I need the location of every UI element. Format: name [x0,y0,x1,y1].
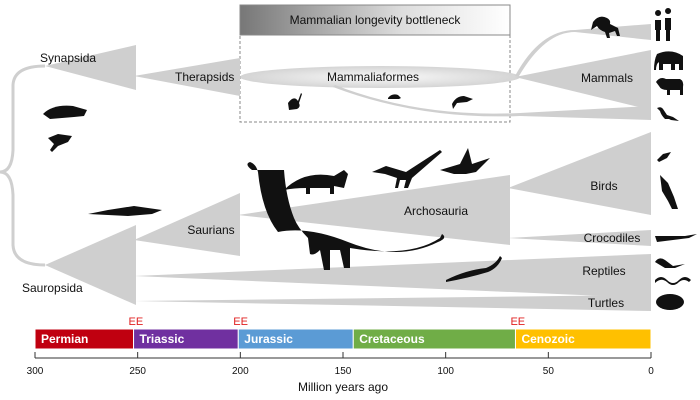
primates-branch [515,24,651,76]
axis-tick-label: 50 [543,366,555,377]
crocodiles-branch [508,230,651,246]
geologic-timeline: Permian Triassic Jurassic Cretaceous Cenozoi… [34,316,652,350]
bottleneck-header [239,4,511,36]
sauropsida-branch [45,225,136,305]
sauropod-silhouette [247,162,445,270]
turtles-branch [134,295,651,311]
extinction-event-marker: EE [129,316,144,328]
reptiles-branch [134,254,651,298]
kangaroo-silhouette [657,107,679,121]
mammaliaform-3-silhouette [452,96,473,109]
theropod-silhouette [372,150,442,188]
lizard-silhouette [655,258,685,268]
label-reptiles: Reptiles [582,264,625,278]
mammaliaform-1-silhouette [288,93,302,110]
primate-silhouette [591,16,620,38]
mammaliaform-2-silhouette [388,94,401,99]
synapsid-1-silhouette [43,105,87,119]
axis-tick-label: 0 [648,366,654,377]
mammaliaformes-branch [240,66,520,88]
axis-tick-label: 150 [335,366,352,377]
axis-tick-label: 250 [129,366,146,377]
elephant-silhouette [654,51,683,70]
label-mammals: Mammals [581,71,633,85]
time-axis: 300 250 200 150 100 50 0 [27,352,654,377]
era-label: Cretaceous [359,332,425,346]
basal-sauropsid-silhouette [88,206,162,216]
root-branches [0,64,46,267]
label-crocodiles: Crocodiles [584,231,641,245]
archosauria-branch [238,175,510,245]
synapsida-branch [45,45,136,90]
mammals-branch [515,50,651,110]
birds-branch [508,132,651,215]
marsupials-branch [333,85,651,120]
era-label: Cenozoic [521,332,575,346]
axis-tick-label: 200 [232,366,249,377]
pterosaur-silhouette [440,148,490,174]
triceratops-silhouette [284,170,348,194]
label-turtles: Turtles [588,296,624,310]
crocodile-silhouette [655,234,697,242]
era-label: Permian [41,332,88,346]
label-birds: Birds [590,179,617,193]
mosasaur-silhouette [446,256,502,282]
era-label: Triassic [140,332,185,346]
axis-title: Million years ago [298,380,388,394]
label-mammaliaformes: Mammaliaformes [327,70,419,84]
extinction-event-marker: EE [233,316,248,328]
label-therapsids: Therapsids [175,70,234,84]
synapsid-2-silhouette [48,134,72,152]
label-archosauria: Archosauria [404,204,468,218]
label-synapsida: Synapsida [40,51,96,65]
therapsids-branch [134,58,240,96]
label-sauropsida: Sauropsida [22,281,83,295]
label-saurians: Saurians [187,223,234,237]
snake-silhouette [655,277,691,285]
turtle-silhouette [656,294,684,310]
vulture-silhouette [660,175,678,209]
humans-silhouette [655,8,672,41]
era-cenozoic [514,328,652,350]
bird-1-silhouette [657,152,671,162]
extinction-event-marker: EE [510,316,525,328]
saurians-branch [134,193,240,256]
lion-silhouette [656,78,684,95]
axis-tick-label: 300 [27,366,44,377]
bottleneck-title: Mammalian longevity bottleneck [290,13,462,27]
axis-tick-label: 100 [437,366,454,377]
era-label: Jurassic [244,332,293,346]
